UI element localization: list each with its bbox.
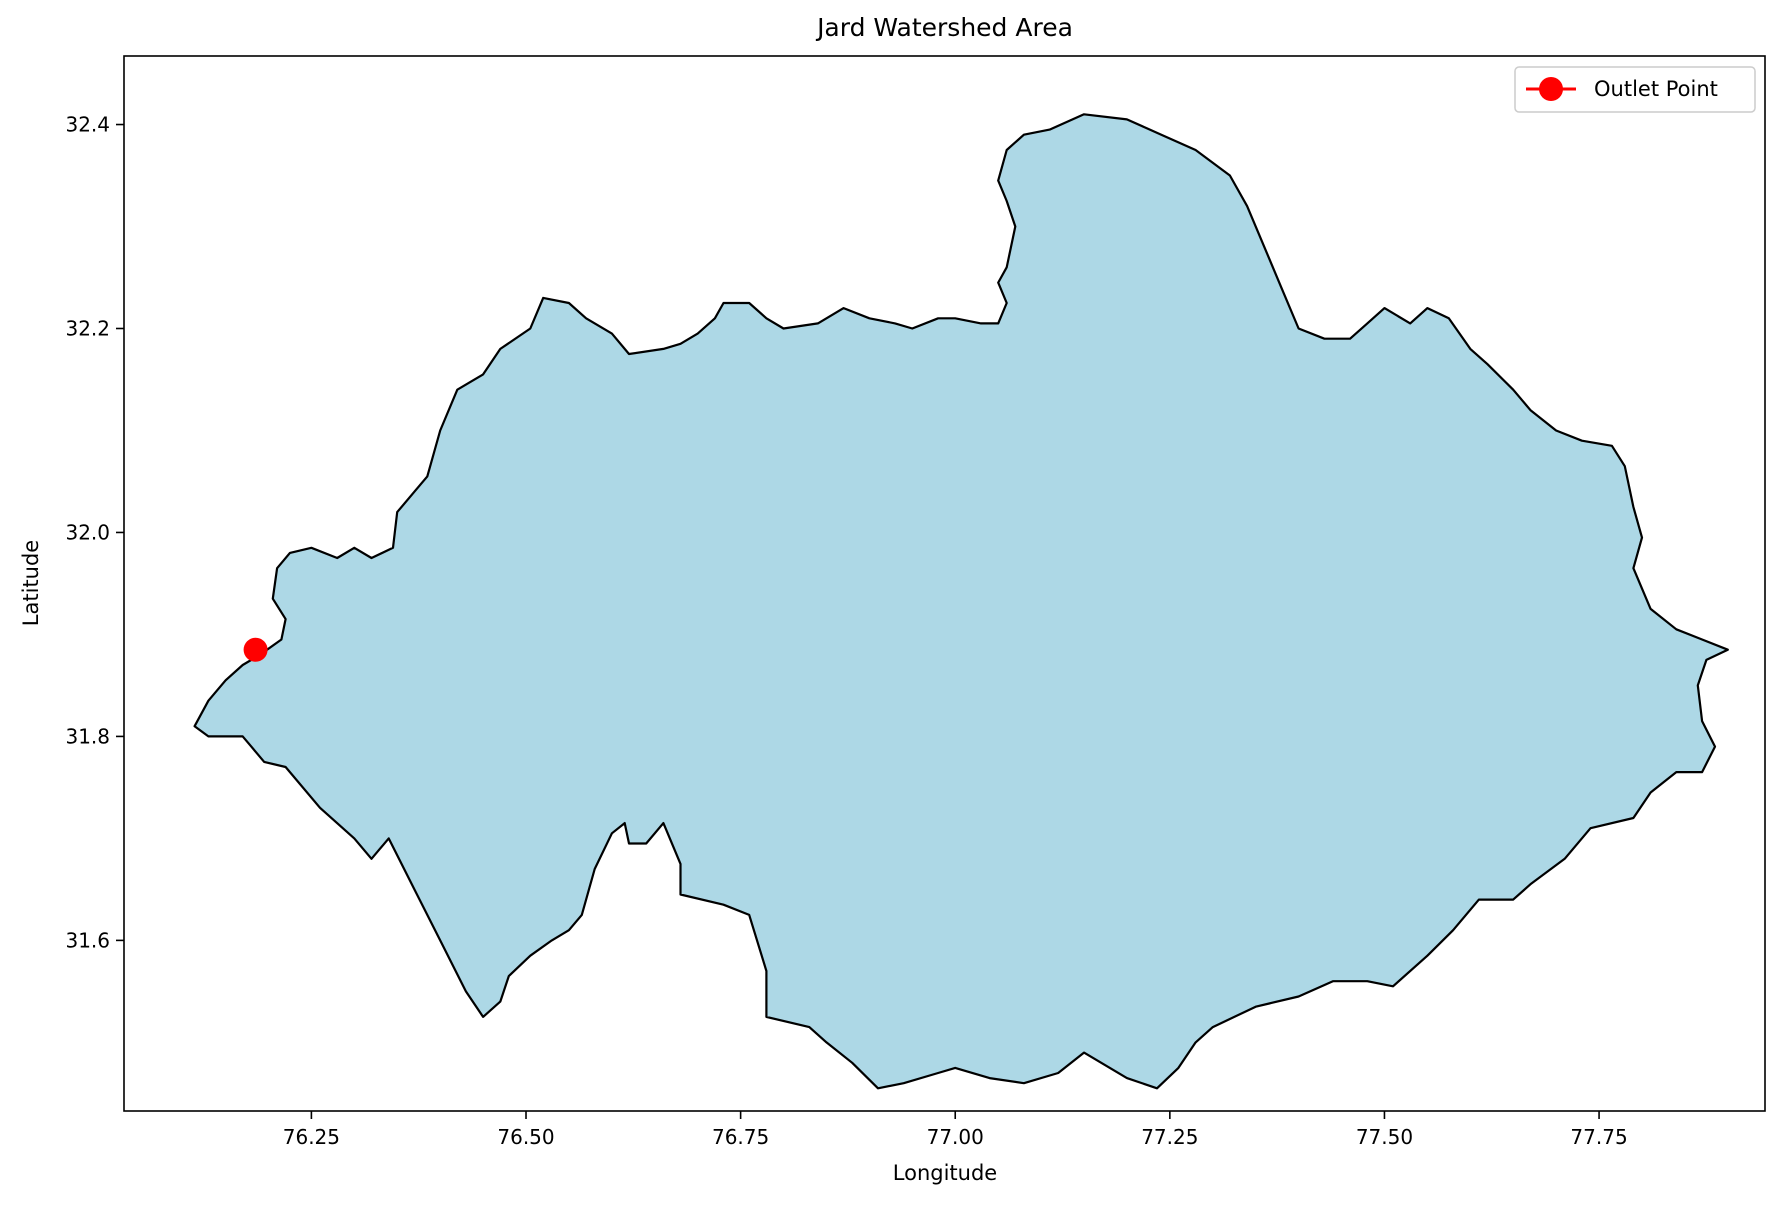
y-tick-label: 31.6 (65, 928, 110, 952)
axes-frame (123, 55, 1766, 1112)
y-axis: 31.6 31.8 32.0 32.2 32.4 (65, 113, 124, 952)
x-axis: 76.25 76.50 76.75 77.00 77.25 77.50 77.75 (283, 1111, 1628, 1149)
y-tick-label: 31.8 (65, 724, 110, 748)
x-tick-label: 76.50 (497, 1125, 554, 1149)
legend: Outlet Point (1514, 66, 1756, 113)
legend-marker (1539, 77, 1563, 101)
legend-label: Outlet Point (1594, 77, 1718, 101)
legend-box (1514, 66, 1756, 113)
outlet-point-marker (243, 637, 268, 662)
x-tick-label: 76.75 (712, 1125, 769, 1149)
x-tick-label: 77.50 (1356, 1125, 1413, 1149)
x-tick-label: 77.25 (1141, 1125, 1198, 1149)
plot-layer (193, 113, 1729, 1090)
x-tick-label: 77.75 (1570, 1125, 1627, 1149)
y-tick-label: 32.2 (65, 316, 110, 340)
watershed-polygon (193, 113, 1729, 1090)
y-axis-label: Latitude (19, 540, 43, 626)
y-tick-label: 32.4 (65, 113, 110, 137)
x-tick-label: 77.00 (927, 1125, 984, 1149)
x-tick-label: 76.25 (283, 1125, 340, 1149)
chart-title: Jard Watershed Area (815, 13, 1073, 42)
x-axis-label: Longitude (893, 1161, 997, 1185)
y-tick-label: 32.0 (65, 520, 110, 544)
